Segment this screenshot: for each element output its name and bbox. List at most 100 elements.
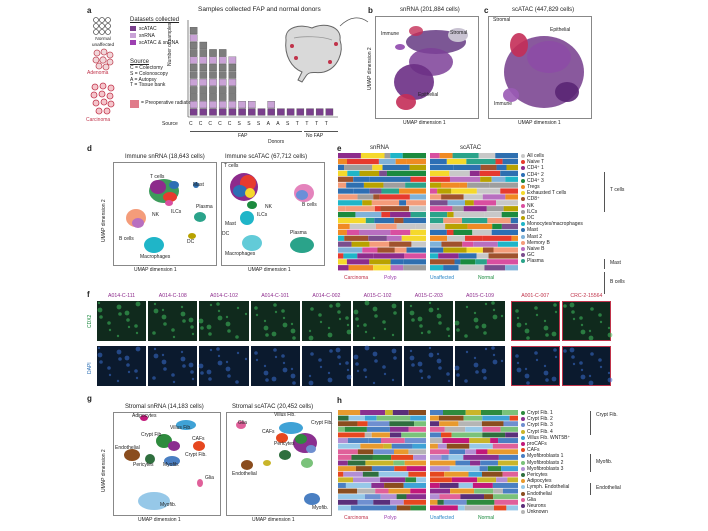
- composition-segment: [482, 432, 506, 438]
- legend-dot: [521, 246, 525, 251]
- composition-segment: [444, 426, 466, 432]
- cell-signal: [580, 329, 586, 335]
- composition-segment: [469, 170, 480, 176]
- composition-segment: [489, 182, 518, 188]
- composition-segment: [379, 170, 387, 176]
- cell-signal: [364, 300, 370, 306]
- sample-block: [228, 56, 237, 64]
- sample-block: [199, 41, 208, 49]
- cell-signal: [419, 369, 423, 373]
- cell-signal: [317, 313, 322, 317]
- composition-segment: [384, 482, 404, 488]
- composition-segment: [372, 164, 383, 171]
- composition-segment: [480, 176, 492, 182]
- legend-label: Memory B: [527, 239, 550, 246]
- panel-e-bars: [338, 153, 518, 271]
- cell-signal: [516, 322, 521, 328]
- cell-signal: [291, 381, 296, 385]
- composition-segment: [463, 206, 487, 212]
- legend-item: CD4⁺ 3: [521, 178, 583, 184]
- datasets-legend: scATAC snRNA scATAC & snRNA: [130, 25, 179, 46]
- panel-b-label-epithelial: Epithelial: [418, 92, 439, 98]
- cell-signal: [97, 301, 101, 305]
- panel-d-title-1: Immune snRNA (18,643 cells): [125, 154, 205, 160]
- composition-segment: [449, 466, 480, 472]
- cdx2-image-tile: [454, 301, 505, 341]
- composition-segment: [395, 158, 407, 165]
- panel-d1-label: Plasma: [196, 204, 213, 210]
- legend-dot: [521, 479, 525, 484]
- cell-signal: [263, 364, 266, 368]
- composition-segment: [413, 454, 426, 460]
- legend-label: Myofibroblasts 2: [527, 459, 564, 466]
- cdx2-image-tile: [353, 300, 403, 341]
- cell-signal: [411, 363, 415, 367]
- legend-dot: [521, 503, 525, 508]
- composition-segment: [355, 466, 372, 472]
- cell-signal: [552, 348, 557, 352]
- cell-signal: [353, 309, 359, 315]
- panel-e-head-1: snRNA: [370, 145, 390, 151]
- cell-signal: [280, 309, 285, 313]
- cell-signal: [473, 362, 479, 368]
- composition-segment: [374, 217, 395, 224]
- cell-signal: [428, 301, 432, 305]
- source-item: S = Colonoscopy: [130, 70, 168, 77]
- legend-item: ILCs: [521, 209, 583, 215]
- cell-signal: [135, 301, 141, 307]
- cell-signal: [263, 325, 268, 331]
- composition-segment: [484, 494, 494, 500]
- sample-block: [228, 86, 237, 94]
- panel-d-ylabel: UMAP dimension 2: [101, 199, 107, 242]
- panel-g-letter: g: [87, 394, 92, 403]
- dapi-image-tile: [198, 346, 249, 386]
- composition-segment: [441, 241, 463, 247]
- composition-segment: [430, 259, 455, 265]
- sample-block: [199, 56, 208, 64]
- source-code: C: [189, 121, 193, 127]
- cell-signal: [417, 316, 423, 322]
- legend-item: GC: [521, 252, 583, 258]
- sample-block: [325, 108, 334, 116]
- composition-segment: [373, 449, 394, 455]
- cell-signal: [436, 352, 440, 356]
- cell-signal: [383, 372, 387, 376]
- composition-segment: [430, 164, 454, 171]
- sample-block: [189, 78, 198, 86]
- cell-signal: [364, 345, 370, 351]
- e-bracket-t: [604, 172, 608, 212]
- cdx2-image-tile: [148, 301, 198, 341]
- legend-dot: [521, 448, 525, 453]
- composition-segment: [443, 217, 463, 224]
- panel-g2-label: CAFs: [262, 429, 275, 435]
- composition-segment: [369, 241, 390, 247]
- panel-d-title-2: Immune scATAC (67,712 cells): [225, 154, 308, 160]
- composition-segment: [369, 176, 386, 182]
- sample-block: [277, 108, 285, 116]
- cell-signal: [116, 304, 122, 310]
- panel-b-ylabel: UMAP dimension 2: [367, 47, 373, 90]
- composition-segment: [408, 426, 426, 432]
- composition-segment: [505, 176, 518, 182]
- sample-id-label: A014-C-102: [209, 293, 238, 299]
- panel-c-umap: [488, 16, 592, 119]
- legend-item: All cells: [521, 153, 583, 159]
- composition-segment: [393, 460, 405, 466]
- composition-segment: [430, 426, 445, 432]
- cell-signal: [363, 323, 367, 327]
- cell-signal: [578, 361, 583, 365]
- composition-segment: [497, 460, 518, 466]
- composition-segment: [453, 229, 473, 235]
- composition-segment: [406, 200, 426, 206]
- cell-signal: [464, 379, 469, 383]
- legend-item: Plasma: [521, 258, 583, 264]
- cell-signal: [492, 359, 498, 365]
- panel-g1-label: Adipocytes: [132, 413, 157, 419]
- cell-signal: [206, 324, 212, 330]
- legend-item: Glia: [521, 497, 570, 503]
- cell-signal: [446, 327, 450, 331]
- legend-item: Crypt Fib. 4: [521, 429, 570, 435]
- sample-block: [257, 108, 266, 116]
- cell-signal: [153, 347, 157, 351]
- composition-segment: [338, 176, 354, 182]
